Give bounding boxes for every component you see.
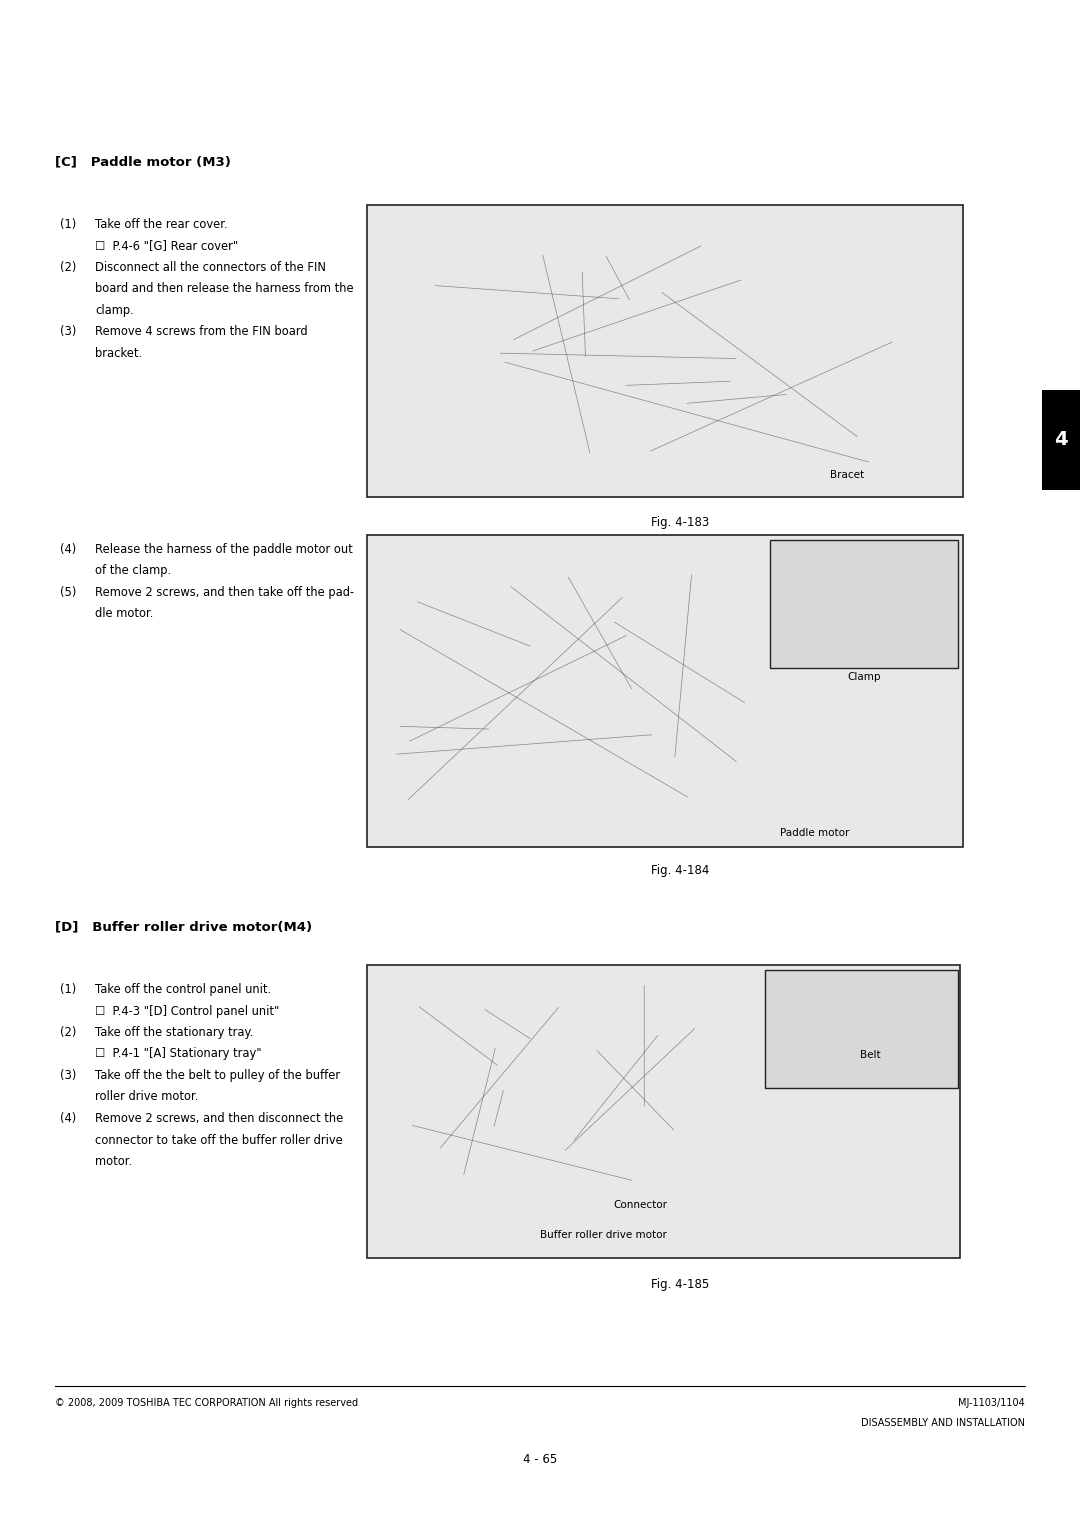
Text: Take off the stationary tray.: Take off the stationary tray. <box>95 1026 253 1038</box>
Text: Fig. 4-185: Fig. 4-185 <box>651 1278 710 1290</box>
Text: (1): (1) <box>60 983 77 996</box>
Text: © 2008, 2009 TOSHIBA TEC CORPORATION All rights reserved: © 2008, 2009 TOSHIBA TEC CORPORATION All… <box>55 1399 359 1408</box>
Text: (3): (3) <box>60 1069 77 1083</box>
Text: roller drive motor.: roller drive motor. <box>95 1090 199 1104</box>
Text: Remove 2 screws, and then take off the pad-: Remove 2 screws, and then take off the p… <box>95 586 354 599</box>
Text: bracket.: bracket. <box>95 347 143 360</box>
Text: (2): (2) <box>60 1026 77 1038</box>
Text: Connector: Connector <box>613 1200 667 1209</box>
Text: Fig. 4-183: Fig. 4-183 <box>651 516 710 528</box>
Text: clamp.: clamp. <box>95 304 134 318</box>
Text: of the clamp.: of the clamp. <box>95 565 171 577</box>
Text: ☐  P.4-6 "[G] Rear cover": ☐ P.4-6 "[G] Rear cover" <box>95 240 239 252</box>
Text: Remove 2 screws, and then disconnect the: Remove 2 screws, and then disconnect the <box>95 1112 343 1125</box>
Text: (1): (1) <box>60 218 77 231</box>
Text: Take off the control panel unit.: Take off the control panel unit. <box>95 983 271 996</box>
Bar <box>367 534 963 847</box>
Bar <box>367 205 963 496</box>
Text: (3): (3) <box>60 325 77 339</box>
Bar <box>1042 389 1080 490</box>
Text: motor.: motor. <box>95 1154 132 1168</box>
Text: Take off the rear cover.: Take off the rear cover. <box>95 218 228 231</box>
Text: Take off the the belt to pulley of the buffer: Take off the the belt to pulley of the b… <box>95 1069 340 1083</box>
Text: 4 - 65: 4 - 65 <box>523 1454 557 1466</box>
Text: connector to take off the buffer roller drive: connector to take off the buffer roller … <box>95 1133 342 1147</box>
Text: (4): (4) <box>60 544 77 556</box>
Text: (2): (2) <box>60 261 77 273</box>
Text: dle motor.: dle motor. <box>95 608 153 620</box>
Text: (5): (5) <box>60 586 77 599</box>
Text: board and then release the harness from the: board and then release the harness from … <box>95 282 353 296</box>
Text: [D]   Buffer roller drive motor(M4): [D] Buffer roller drive motor(M4) <box>55 919 312 933</box>
Text: Disconnect all the connectors of the FIN: Disconnect all the connectors of the FIN <box>95 261 326 273</box>
Text: Release the harness of the paddle motor out: Release the harness of the paddle motor … <box>95 544 353 556</box>
Bar <box>367 965 960 1258</box>
Bar <box>770 541 958 667</box>
Text: 4: 4 <box>1054 431 1068 449</box>
Text: Buffer roller drive motor: Buffer roller drive motor <box>540 1231 666 1240</box>
Bar <box>765 970 958 1089</box>
Text: MJ-1103/1104: MJ-1103/1104 <box>958 1399 1025 1408</box>
Text: Belt: Belt <box>860 1051 880 1060</box>
Text: (4): (4) <box>60 1112 77 1125</box>
Text: [C]   Paddle motor (M3): [C] Paddle motor (M3) <box>55 156 231 168</box>
Text: Paddle motor: Paddle motor <box>780 828 849 838</box>
Text: Remove 4 screws from the FIN board: Remove 4 screws from the FIN board <box>95 325 308 339</box>
Text: Fig. 4-184: Fig. 4-184 <box>651 864 710 876</box>
Text: DISASSEMBLY AND INSTALLATION: DISASSEMBLY AND INSTALLATION <box>861 1419 1025 1428</box>
Text: Clamp: Clamp <box>847 672 881 683</box>
Text: ☐  P.4-1 "[A] Stationary tray": ☐ P.4-1 "[A] Stationary tray" <box>95 1048 261 1060</box>
Text: ☐  P.4-3 "[D] Control panel unit": ☐ P.4-3 "[D] Control panel unit" <box>95 1005 280 1017</box>
Text: Bracet: Bracet <box>831 470 864 479</box>
